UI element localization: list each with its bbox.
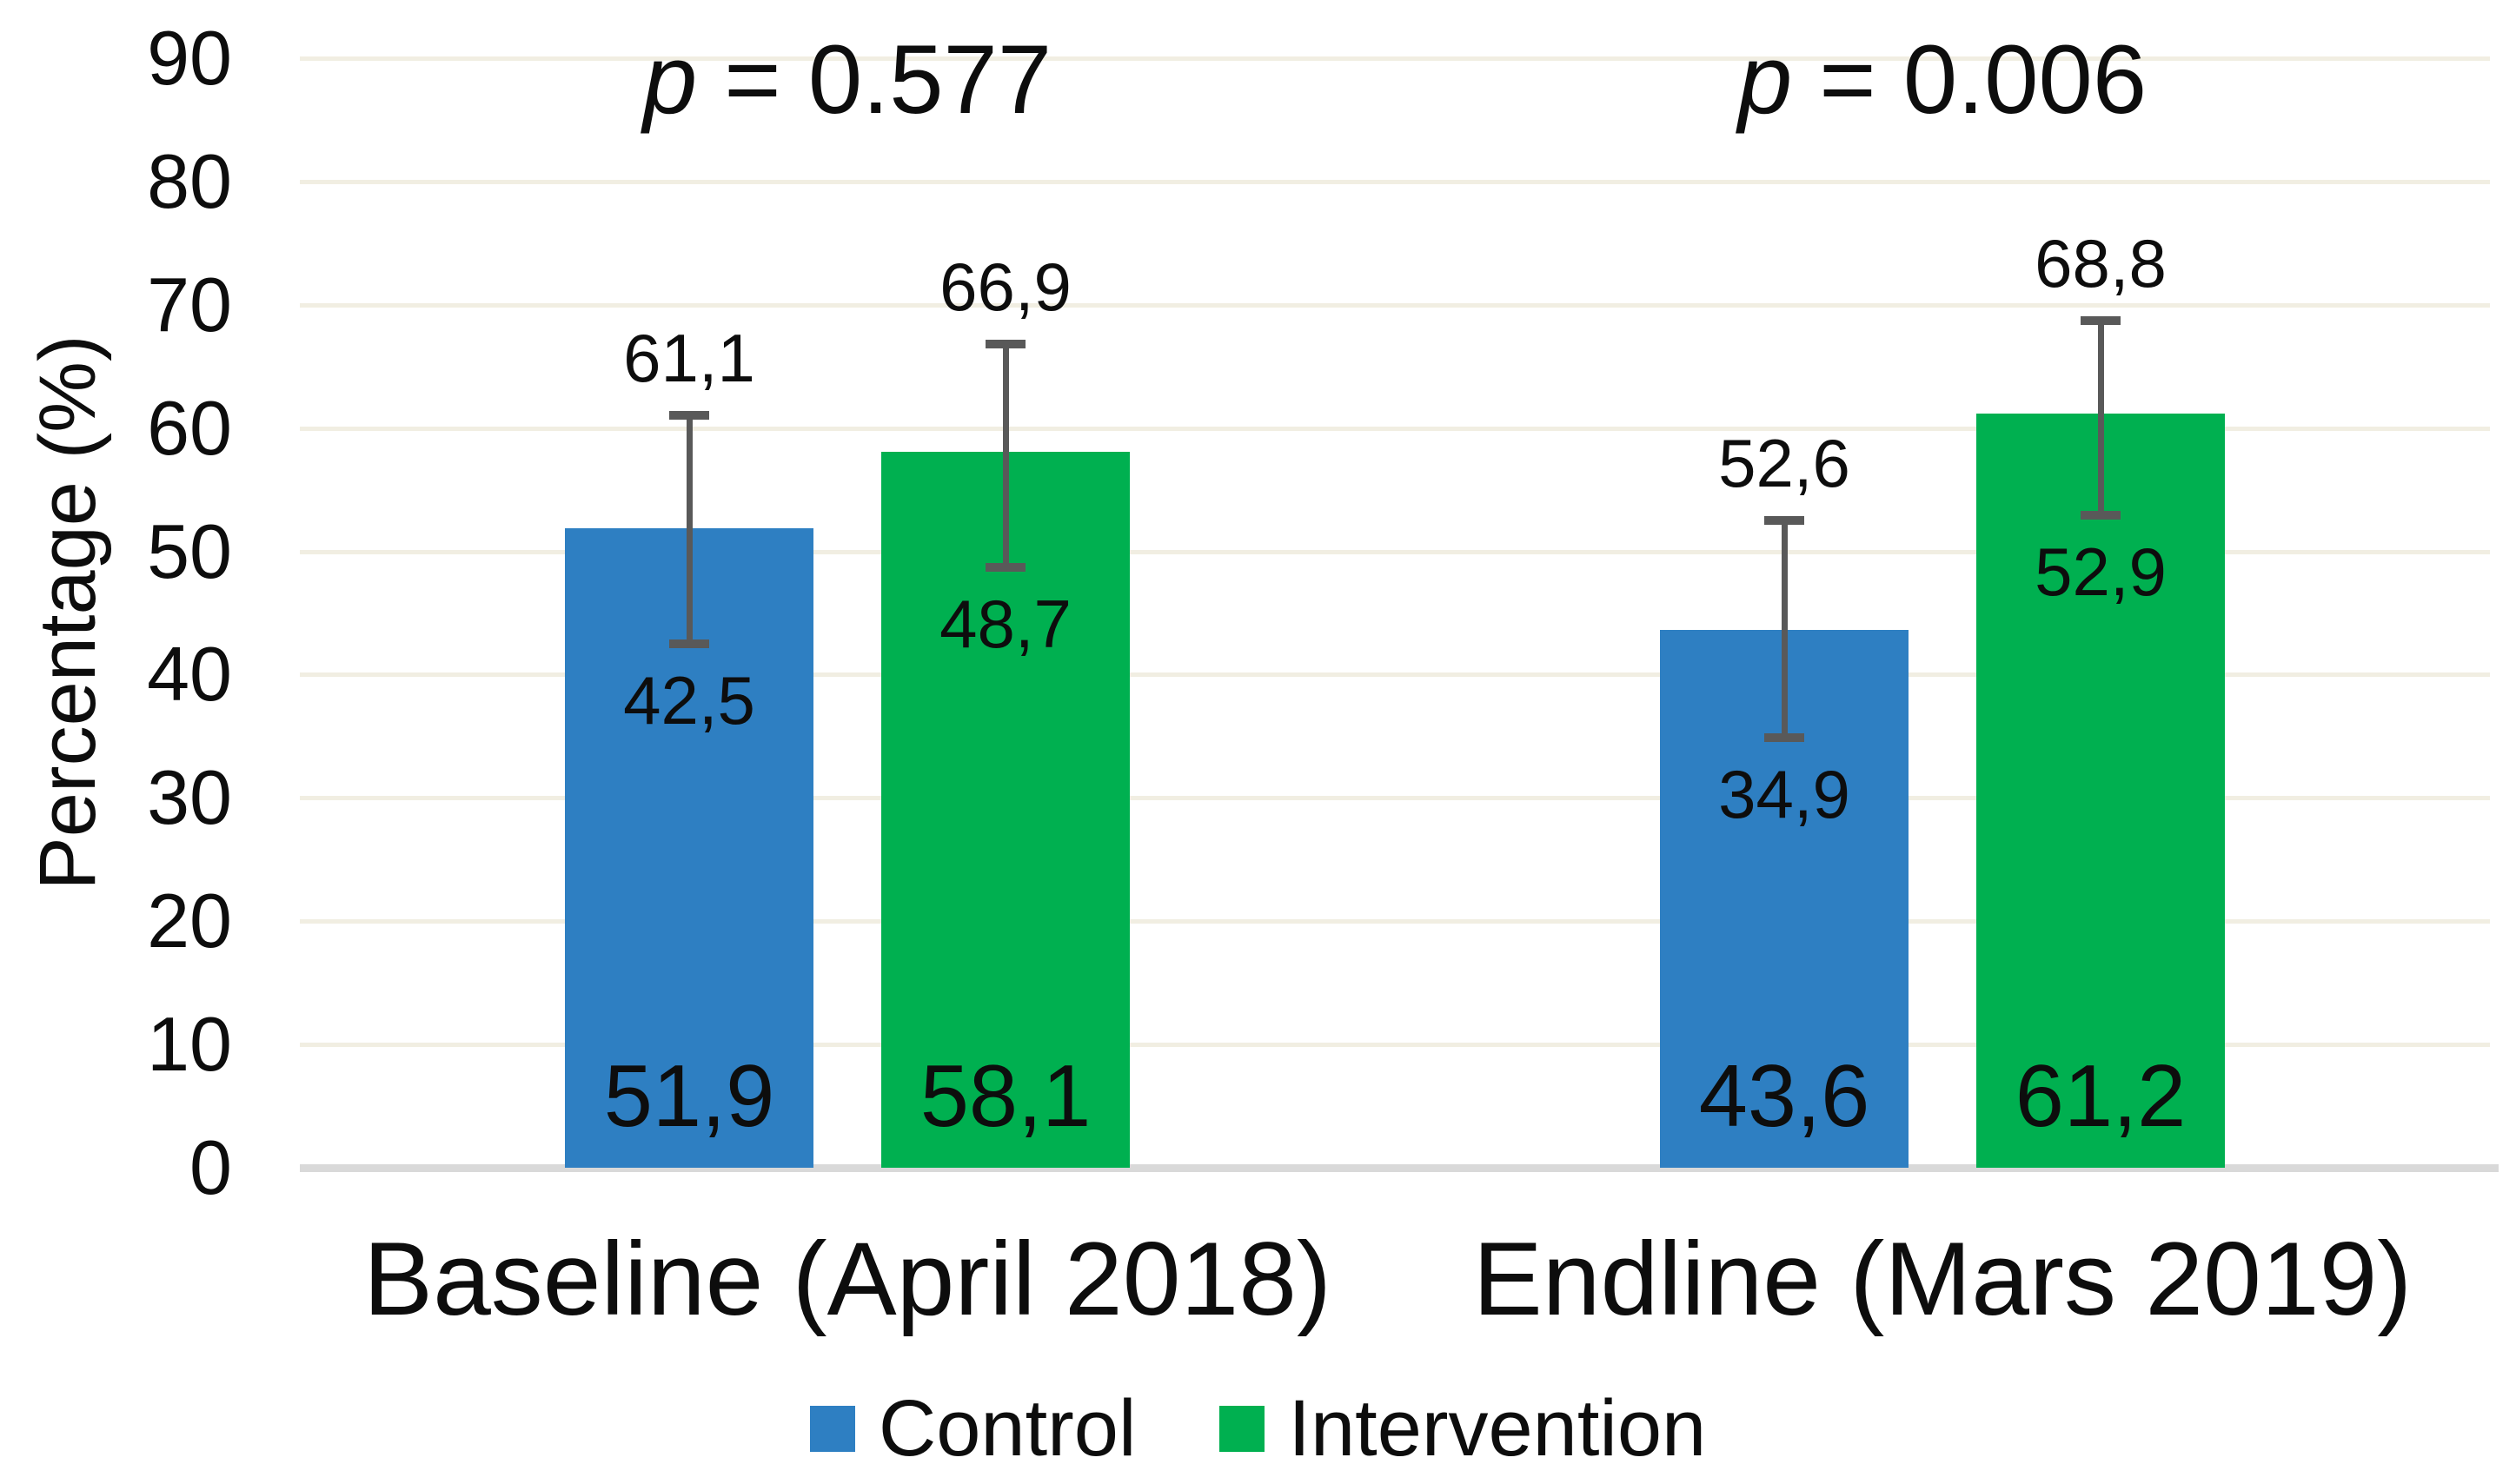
error-bar-line <box>1781 519 1788 738</box>
p-value-label: p = 0.577 <box>643 31 1052 129</box>
gridline <box>300 426 2490 431</box>
x-axis-line <box>300 1164 2499 1172</box>
error-high-label: 61,1 <box>623 319 755 396</box>
gridline <box>300 179 2490 184</box>
error-low-label: 34,9 <box>1718 755 1850 832</box>
gridline <box>300 919 2490 924</box>
legend-label: Intervention <box>1288 1384 1707 1473</box>
gridline <box>300 56 2490 61</box>
error-bar-cap-top <box>669 410 709 420</box>
error-bar-line <box>686 414 693 644</box>
error-low-label: 52,9 <box>2035 533 2167 611</box>
error-bar-cap-top <box>1764 515 1804 525</box>
p-value-text: = 0.006 <box>1792 25 2148 134</box>
y-tick-label: 10 <box>147 1001 232 1088</box>
error-bar-cap-bottom <box>669 639 709 648</box>
bar-value-label: 61,2 <box>2015 1048 2187 1145</box>
legend: Control Intervention <box>0 1388 2516 1468</box>
legend-label: Control <box>878 1384 1137 1473</box>
x-category-label: Baseline (April 2018) <box>363 1221 1331 1337</box>
p-value-text: = 0.577 <box>697 25 1052 134</box>
x-category-label: Endline (Mars 2019) <box>1472 1221 2413 1337</box>
y-tick-label: 80 <box>147 137 232 224</box>
bar-value-label: 51,9 <box>603 1048 775 1145</box>
gridline <box>300 302 2490 308</box>
error-bar-cap-bottom <box>1764 732 1804 742</box>
legend-swatch-control <box>809 1405 855 1452</box>
legend-swatch-intervention <box>1219 1405 1265 1452</box>
error-bar-line <box>2097 319 2104 516</box>
error-low-label: 48,7 <box>939 585 1072 662</box>
error-high-label: 68,8 <box>2035 224 2167 301</box>
error-bar-cap-top <box>2081 315 2121 325</box>
p-symbol: p <box>1737 25 1793 134</box>
error-bar-cap-bottom <box>2081 511 2121 520</box>
gridline <box>300 796 2490 801</box>
y-tick-label: 50 <box>147 507 232 594</box>
error-bar-line <box>1002 342 1009 567</box>
error-low-label: 42,5 <box>623 661 755 739</box>
p-symbol: p <box>642 25 698 134</box>
y-tick-label: 70 <box>147 261 232 348</box>
legend-item-intervention: Intervention <box>1219 1388 1706 1468</box>
gridline <box>300 1043 2490 1048</box>
y-tick-label: 40 <box>147 631 232 718</box>
y-tick-label: 0 <box>189 1124 232 1210</box>
error-bar-cap-top <box>986 339 1026 348</box>
y-tick-label: 20 <box>147 878 232 964</box>
bar-intervention-1 <box>1976 413 2225 1168</box>
error-high-label: 66,9 <box>939 248 1072 325</box>
bar-value-label: 43,6 <box>1698 1048 1870 1145</box>
legend-item-control: Control <box>809 1384 1137 1473</box>
error-high-label: 52,6 <box>1718 424 1850 501</box>
bar-value-label: 58,1 <box>919 1048 1092 1145</box>
gridline <box>300 549 2490 554</box>
y-tick-label: 90 <box>147 14 232 101</box>
p-value-label: p = 0.006 <box>1738 31 2147 129</box>
y-tick-label: 30 <box>147 754 232 841</box>
gridline <box>300 672 2490 678</box>
error-bar-cap-bottom <box>986 562 1026 572</box>
y-tick-label: 60 <box>147 384 232 471</box>
